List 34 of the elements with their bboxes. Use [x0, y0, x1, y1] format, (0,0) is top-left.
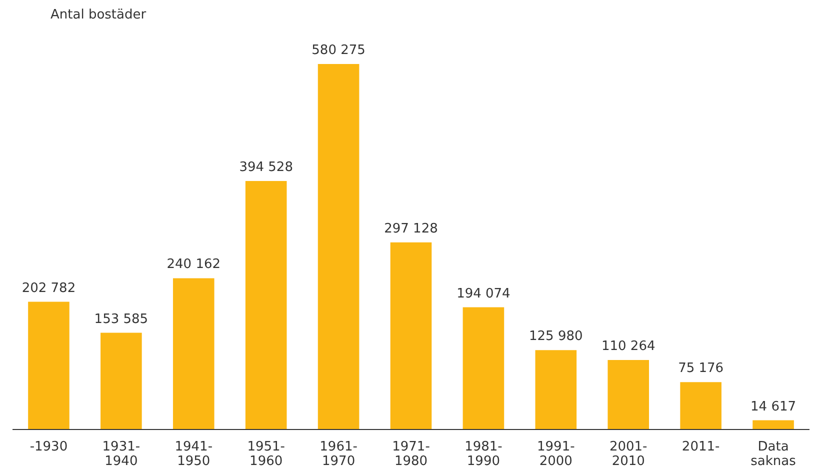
bar: [28, 302, 70, 430]
data-label: 297 128: [384, 221, 438, 236]
bar: [100, 332, 142, 430]
bar: [462, 307, 504, 430]
data-label: 194 074: [456, 286, 510, 302]
data-label: 110 264: [601, 339, 656, 354]
bar: [608, 360, 650, 430]
data-label: 153 585: [94, 312, 148, 327]
x-tick-label: 1931- 1940: [102, 440, 140, 469]
bar: [172, 278, 214, 430]
data-label: 75 176: [678, 361, 724, 376]
x-tick-label: 2001- 2010: [609, 440, 648, 469]
x-tick-label: 1981- 1990: [464, 440, 503, 469]
x-tick-label: 1941- 1950: [174, 440, 213, 469]
data-label: 580 275: [312, 43, 366, 58]
data-label: 240 162: [166, 257, 221, 272]
x-tick-label: 1961- 1970: [320, 440, 358, 469]
x-tick-label: 2011-: [682, 440, 720, 454]
bar: [245, 181, 287, 430]
data-label: 125 980: [529, 329, 583, 344]
x-tick-label: 1951- 1960: [247, 440, 286, 469]
x-tick-label: 1991- 2000: [537, 440, 576, 469]
bar: [535, 350, 577, 430]
data-label: 202 782: [22, 280, 76, 296]
y-axis-title: Antal bostäder: [50, 8, 147, 22]
bar: [318, 64, 360, 430]
x-tick-label: 1971- 1980: [392, 440, 430, 469]
bar: [390, 242, 432, 430]
data-label: 14 617: [750, 399, 796, 414]
x-tick-label: Data saknas: [750, 440, 796, 469]
x-tick-label: -1930: [30, 440, 68, 454]
bar: [752, 420, 794, 430]
bar: [680, 382, 722, 430]
data-label: 394 528: [239, 160, 293, 176]
